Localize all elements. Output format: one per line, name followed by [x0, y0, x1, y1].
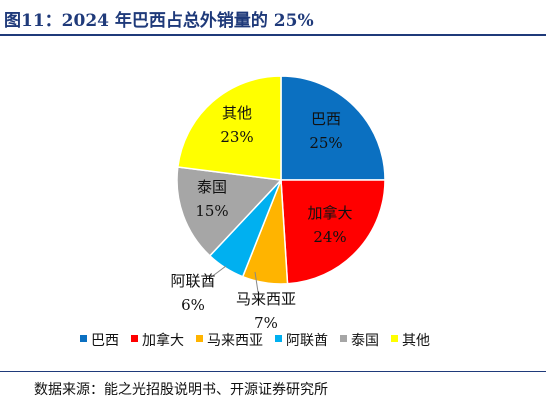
slice-value-label: 23%: [220, 128, 253, 146]
legend-label: 阿联酋: [286, 332, 328, 349]
legend-swatch: [275, 335, 282, 342]
slice-labels: 巴西 25% 加拿大 24% 马来西亚 7% 阿联酋 6% 泰国 15% 其他 23%: [170, 104, 352, 332]
pie-slice-1: [280, 75, 386, 181]
pie-slices: [176, 75, 386, 285]
legend-swatch: [131, 335, 138, 342]
slice-name-label: 其他: [222, 104, 252, 122]
legend: 巴西 加拿大 马来西亚 阿联酋 泰国 其他: [80, 332, 430, 349]
leader-line: [254, 271, 259, 293]
slice-value-label: 15%: [195, 202, 228, 220]
leader-line: [209, 265, 227, 279]
slice-value-label: 24%: [313, 228, 346, 246]
slice-name-label: 阿联酋: [170, 272, 215, 290]
pie-slice-6: [176, 75, 282, 181]
leader-lines: [209, 265, 259, 293]
title-bar: 图11：2024 年巴西占总外销量的 25%: [0, 0, 546, 36]
legend-label: 加拿大: [142, 332, 184, 349]
source-note: 数据来源：能之光招股说明书、开源证券研究所: [34, 382, 328, 398]
slice-name-label: 加拿大: [307, 204, 352, 222]
legend-label: 其他: [402, 333, 430, 349]
slice-name-label: 马来西亚: [236, 290, 296, 308]
legend-swatch: [391, 335, 398, 342]
legend-label: 巴西: [91, 333, 119, 349]
slice-value-label: 25%: [309, 134, 342, 152]
pie-slice-2: [280, 179, 386, 285]
slice-value-label: 7%: [254, 314, 278, 332]
slice-value-label: 6%: [181, 296, 205, 314]
legend-swatch: [196, 335, 203, 342]
slice-name-label: 巴西: [311, 110, 341, 128]
legend-label: 马来西亚: [207, 333, 263, 349]
legend-label: 泰国: [351, 333, 379, 349]
pie-slice-5: [176, 166, 283, 257]
legend-swatch: [340, 335, 347, 342]
legend-swatch: [80, 335, 87, 342]
figure-title: 图11：2024 年巴西占总外销量的 25%: [4, 11, 314, 31]
source-divider: [0, 371, 546, 372]
slice-name-label: 泰国: [197, 178, 227, 196]
